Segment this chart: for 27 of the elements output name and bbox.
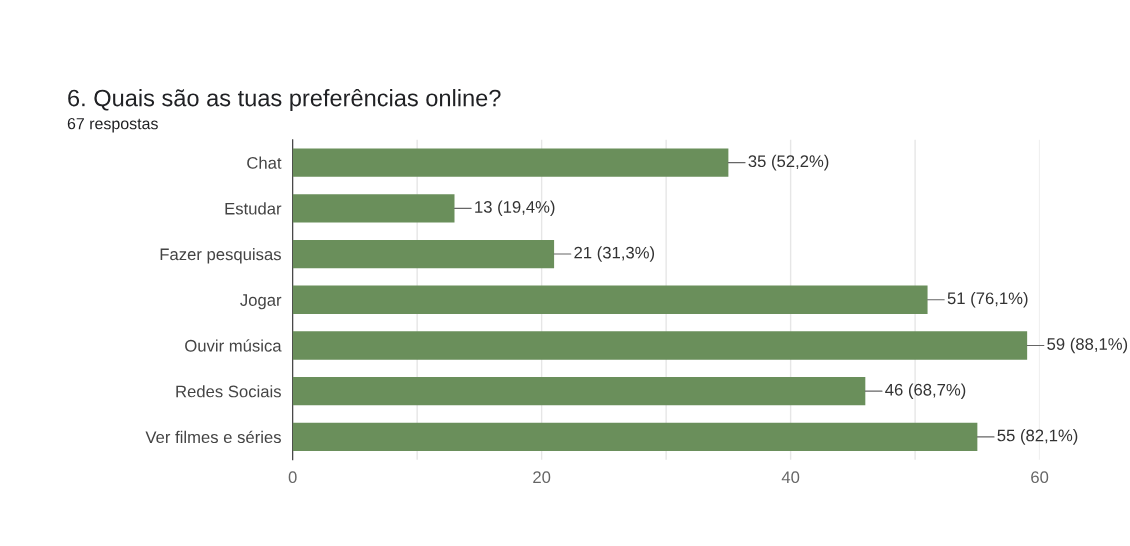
data-label: 46 (68,7%) (885, 383, 966, 399)
bar (292, 239, 555, 269)
bar (292, 331, 1028, 360)
x-tick-label: 20 (533, 471, 551, 484)
data-label: 51 (76,1%) (947, 291, 1028, 308)
bar (292, 377, 866, 406)
chart-title: 6. Quais são as tuas preferências online? (68, 88, 501, 112)
data-label: 55 (82,1%) (997, 429, 1078, 445)
data-label: 35 (52,2%) (748, 154, 829, 171)
y-tick-label: Chat (247, 156, 282, 169)
y-tick-label: Ver filmes e séries (145, 430, 281, 444)
y-tick-label: Fazer pesquisas (160, 248, 281, 264)
x-tick-label: 0 (288, 471, 297, 484)
x-tick-label: 40 (781, 471, 800, 484)
bar (292, 194, 455, 223)
data-label: 59 (88,1%) (1047, 337, 1128, 354)
y-tick-label: Ouvir música (185, 339, 282, 352)
text: 67 respostas (67, 117, 158, 133)
x-tick-label: 60 (1031, 471, 1049, 484)
bar (292, 148, 729, 177)
y-tick-label: Estudar (225, 202, 282, 215)
bar (292, 422, 978, 452)
data-label: 21 (31,3%) (574, 246, 655, 262)
bar (292, 285, 928, 314)
y-tick-label: Jogar (240, 294, 282, 310)
data-label: 13 (19,4%) (475, 200, 555, 217)
y-tick-label: Redes Sociais (176, 385, 281, 398)
